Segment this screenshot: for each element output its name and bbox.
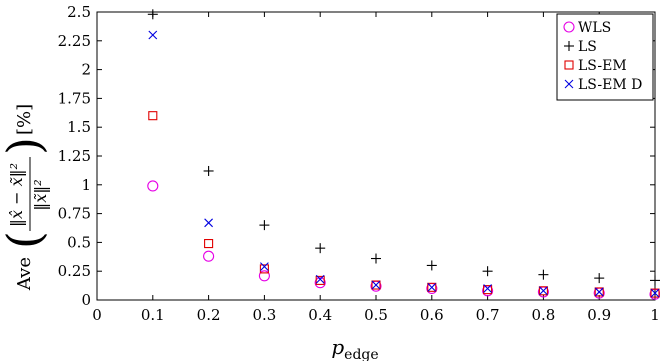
- data-point: [203, 250, 215, 262]
- x-axis-label-sub: edge: [344, 347, 379, 361]
- series-ls-em-d: [148, 30, 660, 298]
- x-tick-label: 0.4: [308, 306, 332, 324]
- data-point: [483, 284, 492, 293]
- y-axis-label-right-paren: ): [0, 137, 51, 155]
- data-point: [315, 243, 326, 254]
- data-point: [204, 218, 213, 228]
- svg-text:pedge: pedge: [331, 335, 378, 361]
- legend-item: LS-EM D: [564, 77, 642, 93]
- y-tick-label: 2: [81, 61, 91, 79]
- data-marks: [147, 9, 660, 300]
- x-tick-label: 0.1: [141, 306, 165, 324]
- y-tick-label: 1: [81, 176, 91, 194]
- data-point: [314, 277, 326, 289]
- y-tick-label: 1.5: [67, 118, 91, 136]
- y-tick-label: 0: [81, 291, 91, 309]
- y-axis-label-left-paren: (: [0, 231, 51, 249]
- data-point: [148, 30, 158, 40]
- x-axis-label: pedge: [331, 335, 378, 361]
- data-point: [260, 262, 269, 271]
- legend-marker: [564, 79, 574, 89]
- legend-item: LS-EM: [564, 58, 627, 74]
- data-point: [426, 260, 437, 271]
- x-tick-label: 0.8: [531, 306, 555, 324]
- x-tick-label: 0.7: [476, 306, 500, 324]
- data-point: [482, 266, 493, 277]
- legend-label: LS-EM: [578, 58, 627, 74]
- data-point: [427, 282, 437, 292]
- data-point: [258, 270, 270, 282]
- y-axis-label: Ave ( ‖x̂ − x̃‖² ‖x̃‖² ) [%]: [0, 104, 51, 291]
- legend: WLS LS LS-EM LS-EM D: [556, 13, 654, 101]
- y-tick-label: 1.25: [58, 147, 91, 165]
- data-point: [427, 282, 437, 292]
- data-point: [147, 180, 159, 192]
- data-point: [594, 287, 604, 297]
- legend-item: LS: [564, 39, 597, 55]
- y-tick-label: 0.5: [67, 233, 91, 251]
- x-axis-label-main: p: [331, 335, 344, 359]
- y-axis-label-suffix: [%]: [14, 104, 35, 135]
- y-axis-label-denominator: ‖x̃‖²: [31, 179, 50, 210]
- data-point: [315, 275, 325, 285]
- data-point: [371, 280, 381, 290]
- y-axis-label-prefix: Ave: [14, 257, 35, 291]
- legend-marker: [563, 21, 575, 33]
- legend-marker: [564, 60, 574, 70]
- x-tick-label: 0.5: [364, 306, 388, 324]
- legend-marker: [564, 41, 574, 51]
- data-point: [147, 9, 158, 20]
- data-point: [538, 286, 548, 296]
- legend-label: LS: [578, 39, 597, 55]
- data-point: [650, 275, 660, 286]
- data-point: [594, 287, 604, 297]
- x-tick-label: 0.9: [587, 306, 611, 324]
- x-tick-label: 0.2: [197, 306, 221, 324]
- legend-item: WLS: [563, 20, 611, 36]
- series-ls: [147, 9, 660, 286]
- legend-box: [556, 13, 654, 101]
- y-tick-label: 2.5: [67, 3, 91, 21]
- series-ls-em: [148, 111, 660, 298]
- y-tick-label: 1.75: [58, 89, 91, 107]
- y-tick-label: 2.25: [58, 32, 91, 50]
- x-tick-label: 0.6: [420, 306, 444, 324]
- data-point: [483, 285, 493, 295]
- legend-label: WLS: [578, 20, 611, 36]
- data-point: [539, 286, 548, 296]
- data-point: [650, 288, 660, 298]
- data-point: [259, 220, 270, 231]
- data-point: [538, 269, 549, 280]
- ticks: 0 0.1 0.2 0.3 0.4 0.5 0.6 0.7 0.8 0.9 1 0 0.25 0.5 0.7…: [58, 3, 660, 324]
- x-tick-label: 0.3: [252, 306, 276, 324]
- data-point: [371, 253, 381, 264]
- data-point: [371, 280, 381, 290]
- data-point: [259, 264, 269, 274]
- data-point: [594, 273, 605, 284]
- data-point: [148, 111, 158, 121]
- data-point: [315, 274, 325, 284]
- y-axis-label-numerator: ‖x̂ − x̃‖²: [7, 163, 26, 227]
- data-point: [204, 239, 214, 249]
- data-point: [650, 288, 660, 298]
- x-tick-label: 0: [92, 306, 102, 324]
- y-tick-label: 0.25: [58, 262, 91, 280]
- data-point: [203, 165, 214, 176]
- legend-label: LS-EM D: [578, 77, 642, 93]
- y-tick-label: 0.75: [58, 205, 91, 223]
- x-tick-label: 1: [650, 306, 660, 324]
- series-wls: [147, 180, 660, 300]
